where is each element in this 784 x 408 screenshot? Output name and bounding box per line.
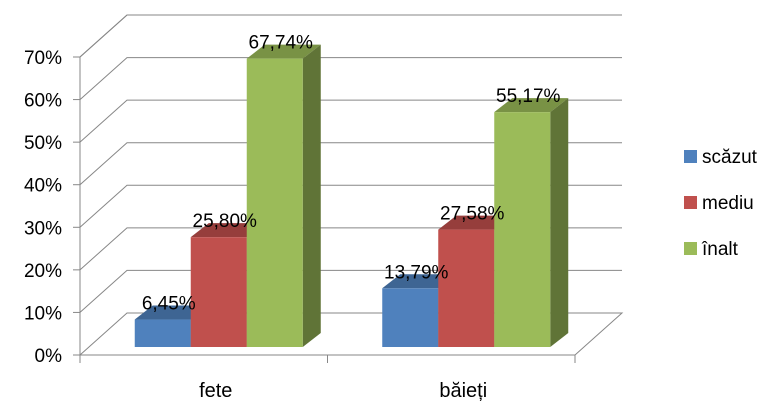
bar-front [246,58,303,347]
bar-front [190,237,247,347]
gridline [79,142,622,186]
x-axis-categories: fete băieți [79,355,576,402]
data-label: 6,45% [142,294,196,315]
data-label: 55,17% [496,86,561,107]
legend-item: scăzut [684,147,758,168]
gridline [79,57,622,100]
legend: scăzut mediu înalt [684,147,758,260]
y-tick-label: 0% [35,346,63,367]
gridlines [73,14,622,356]
gridline [79,99,622,143]
legend-swatch [684,150,697,163]
category-label: fete [199,380,232,402]
bar-front [494,112,551,348]
data-labels: 6,45% 25,80% 67,74% 13,79% 27,58% 55,17% [142,33,561,315]
bar [494,98,569,348]
bar-front [134,319,191,347]
legend-item: înalt [684,239,739,260]
data-label: 25,80% [193,211,258,232]
gridline [79,184,622,228]
legend-swatch [684,242,697,255]
data-label: 27,58% [440,204,505,225]
bar-top [382,274,457,289]
y-tick-label: 70% [24,48,62,69]
y-tick-label: 20% [24,261,62,282]
y-tick-label: 40% [24,176,62,197]
bar-front [382,288,439,347]
bar-side [302,44,321,347]
data-label: 13,79% [384,262,449,283]
legend-item: mediu [684,193,754,214]
y-axis-ticks: 0% 10% 20% 30% 40% 50% 60% 70% [24,48,62,367]
bar-side [550,98,569,348]
bar-front [438,229,495,347]
y-tick-label: 50% [24,133,62,154]
legend-label: mediu [702,193,754,214]
legend-label: scăzut [702,147,758,168]
bar-top [246,44,321,59]
bar-top [438,215,513,230]
y-tick-label: 10% [24,303,62,324]
floor [78,312,624,356]
category-label: băieți [439,380,487,402]
left-wall [79,14,128,355]
bar-top [494,98,569,113]
y-tick-label: 60% [24,91,62,112]
bar [246,44,321,347]
data-label: 67,74% [249,33,314,54]
y-tick-label: 30% [24,218,62,239]
bar-top [190,223,265,238]
legend-swatch [684,196,697,209]
legend-label: înalt [701,239,739,260]
gridline [79,14,622,58]
bars [134,44,569,348]
bar-top [134,305,209,320]
